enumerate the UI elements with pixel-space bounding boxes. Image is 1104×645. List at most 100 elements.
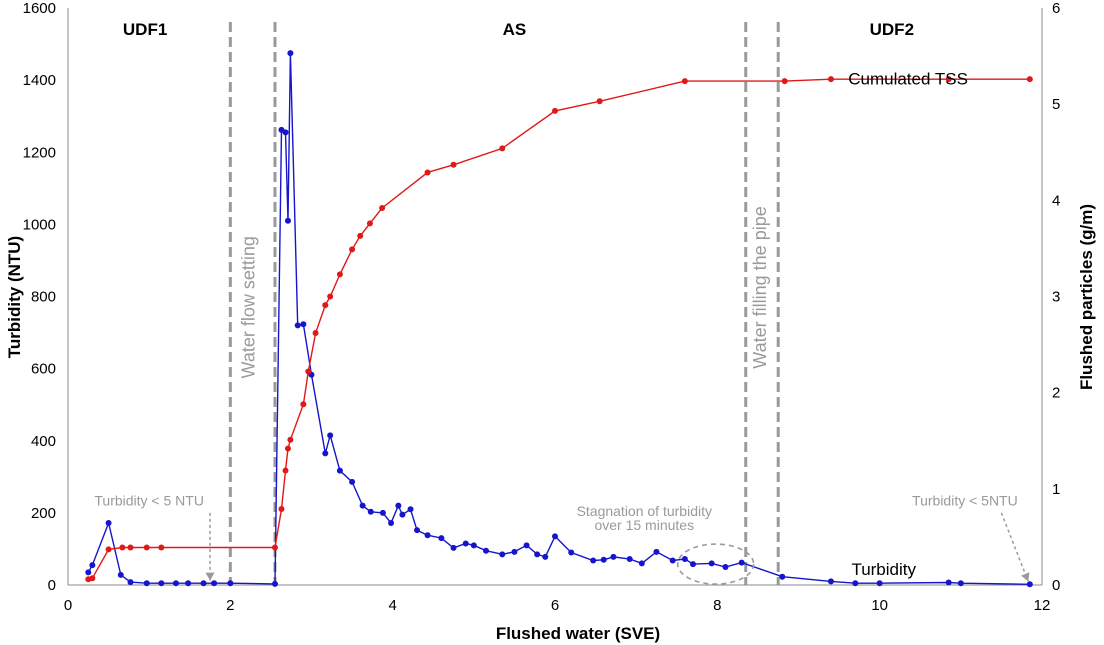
- turbidity-point: [681, 556, 688, 563]
- turbidity-point: [722, 563, 729, 570]
- turbidity-point: [327, 432, 334, 439]
- y2-tick-label: 4: [1052, 192, 1060, 209]
- turbidity-point: [511, 548, 518, 555]
- turbidity-point: [779, 573, 786, 580]
- y-tick-label: 0: [48, 577, 56, 594]
- cumulated-tss-point: [827, 76, 834, 83]
- y-tick-label: 1400: [23, 72, 56, 89]
- x-tick-label: 0: [64, 597, 72, 614]
- y-tick-label: 1000: [23, 216, 56, 233]
- turbidity-point: [185, 580, 192, 587]
- x-tick-label: 4: [388, 597, 396, 614]
- turbidity-point: [610, 553, 617, 560]
- turbidity-point: [399, 511, 406, 518]
- turbidity-point: [158, 580, 165, 587]
- turbidity-point: [211, 580, 218, 587]
- y2-tick-label: 3: [1052, 289, 1060, 306]
- turbidity-point: [85, 569, 92, 576]
- y-tick-label: 600: [31, 361, 56, 378]
- turbidity-point: [300, 321, 307, 328]
- turbidity-point: [590, 557, 597, 564]
- turbidity-point: [552, 533, 558, 540]
- annotation-text: Stagnation of turbidity: [577, 503, 712, 519]
- y-tick-label: 1200: [23, 144, 56, 161]
- cumulated-tss-point: [119, 544, 126, 551]
- y-tick-label: 1600: [23, 0, 56, 17]
- cumulated-tss-point: [552, 107, 558, 114]
- turbidity-point: [499, 551, 506, 558]
- cumulated-tss-point: [158, 544, 165, 551]
- turbidity-point: [708, 560, 715, 567]
- turbidity-point: [105, 519, 112, 526]
- turbidity-point: [827, 578, 834, 585]
- turbidity-point: [738, 559, 745, 566]
- turbidity-point: [689, 561, 696, 568]
- series-layer: [85, 50, 1033, 588]
- turbidity-point: [395, 502, 402, 509]
- y-tick-label: 400: [31, 433, 56, 450]
- turbidity-point: [282, 129, 289, 136]
- cumulated-tss-point: [336, 271, 343, 278]
- turbidity-point: [534, 551, 541, 558]
- turbidity-point: [388, 519, 395, 526]
- stagnation-ellipse: [676, 543, 755, 585]
- turbidity-point: [284, 217, 291, 224]
- annotation-text: Turbidity < 5 NTU: [94, 493, 204, 509]
- turbidity-point: [462, 540, 469, 547]
- cumulated-tss-point: [424, 169, 431, 176]
- cumulated-tss-point: [305, 368, 312, 375]
- turbidity-point: [470, 542, 477, 549]
- turbidity-point: [626, 556, 633, 563]
- phase-label: UDF2: [870, 20, 914, 39]
- turbidity-point: [568, 549, 575, 556]
- chart-annotations: UDF1 AS UDF2 Cumulated TSS Turbidity Water fl…: [94, 20, 1030, 585]
- y2-tick-label: 5: [1052, 96, 1060, 113]
- turbidity-point: [414, 527, 421, 534]
- y-tick-label: 800: [31, 289, 56, 306]
- y2-tick-label: 6: [1052, 0, 1060, 17]
- turbidity-line: [87, 53, 1030, 585]
- y2-axis-title: Flushed particles (g/m): [1077, 204, 1096, 390]
- turbidity-point: [367, 508, 374, 515]
- turbidity-point: [669, 557, 676, 564]
- annotation-arrowhead: [205, 572, 215, 581]
- turbidity-point: [523, 542, 530, 549]
- turbidity-point: [542, 553, 549, 560]
- series-label: Cumulated TSS: [848, 69, 968, 88]
- cumulated-tss-point: [681, 78, 688, 85]
- cumulated-tss-point: [596, 98, 603, 105]
- turbidity-point: [89, 562, 96, 569]
- turbidity-point: [359, 502, 366, 509]
- cumulated-tss-point: [379, 205, 386, 212]
- turbidity-point: [957, 580, 964, 587]
- cumulated-tss-point: [945, 76, 952, 83]
- turbidity-point: [287, 50, 294, 57]
- cumulated-tss-point: [282, 467, 289, 474]
- y2-tick-label: 0: [1052, 577, 1060, 594]
- turbidity-point: [852, 580, 859, 587]
- series-label: Turbidity: [851, 560, 916, 579]
- cumulated-tss-point: [143, 544, 150, 551]
- y-axis-title: Turbidity (NTU): [5, 236, 24, 358]
- turbidity-point: [638, 560, 645, 567]
- turbidity-point: [200, 580, 207, 587]
- cumulated-tss-point: [300, 401, 307, 408]
- phase-divider-lines: [228, 22, 780, 585]
- turbidity-point: [483, 547, 490, 554]
- turbidity-point: [379, 509, 386, 516]
- turbidity-point: [127, 579, 134, 586]
- annotation-text: Turbidity < 5NTU: [912, 493, 1018, 509]
- annotation-arrow: [1000, 512, 1029, 582]
- turbidity-point: [322, 450, 329, 457]
- turbidity-point: [876, 580, 883, 587]
- tick-labels: 0 2 4 6 8 10 120200400600800100012001400160001…: [23, 0, 1061, 614]
- turbidity-point: [600, 556, 607, 563]
- cumulated-tss-point: [322, 302, 329, 309]
- annotation-text: Water flow setting: [239, 236, 259, 378]
- cumulated-tss-point: [349, 246, 356, 253]
- turbidity-point: [349, 478, 356, 485]
- cumulated-tss-point: [89, 575, 96, 582]
- phase-label: UDF1: [123, 20, 167, 39]
- annotation-text: Water filling the pipe: [750, 206, 770, 368]
